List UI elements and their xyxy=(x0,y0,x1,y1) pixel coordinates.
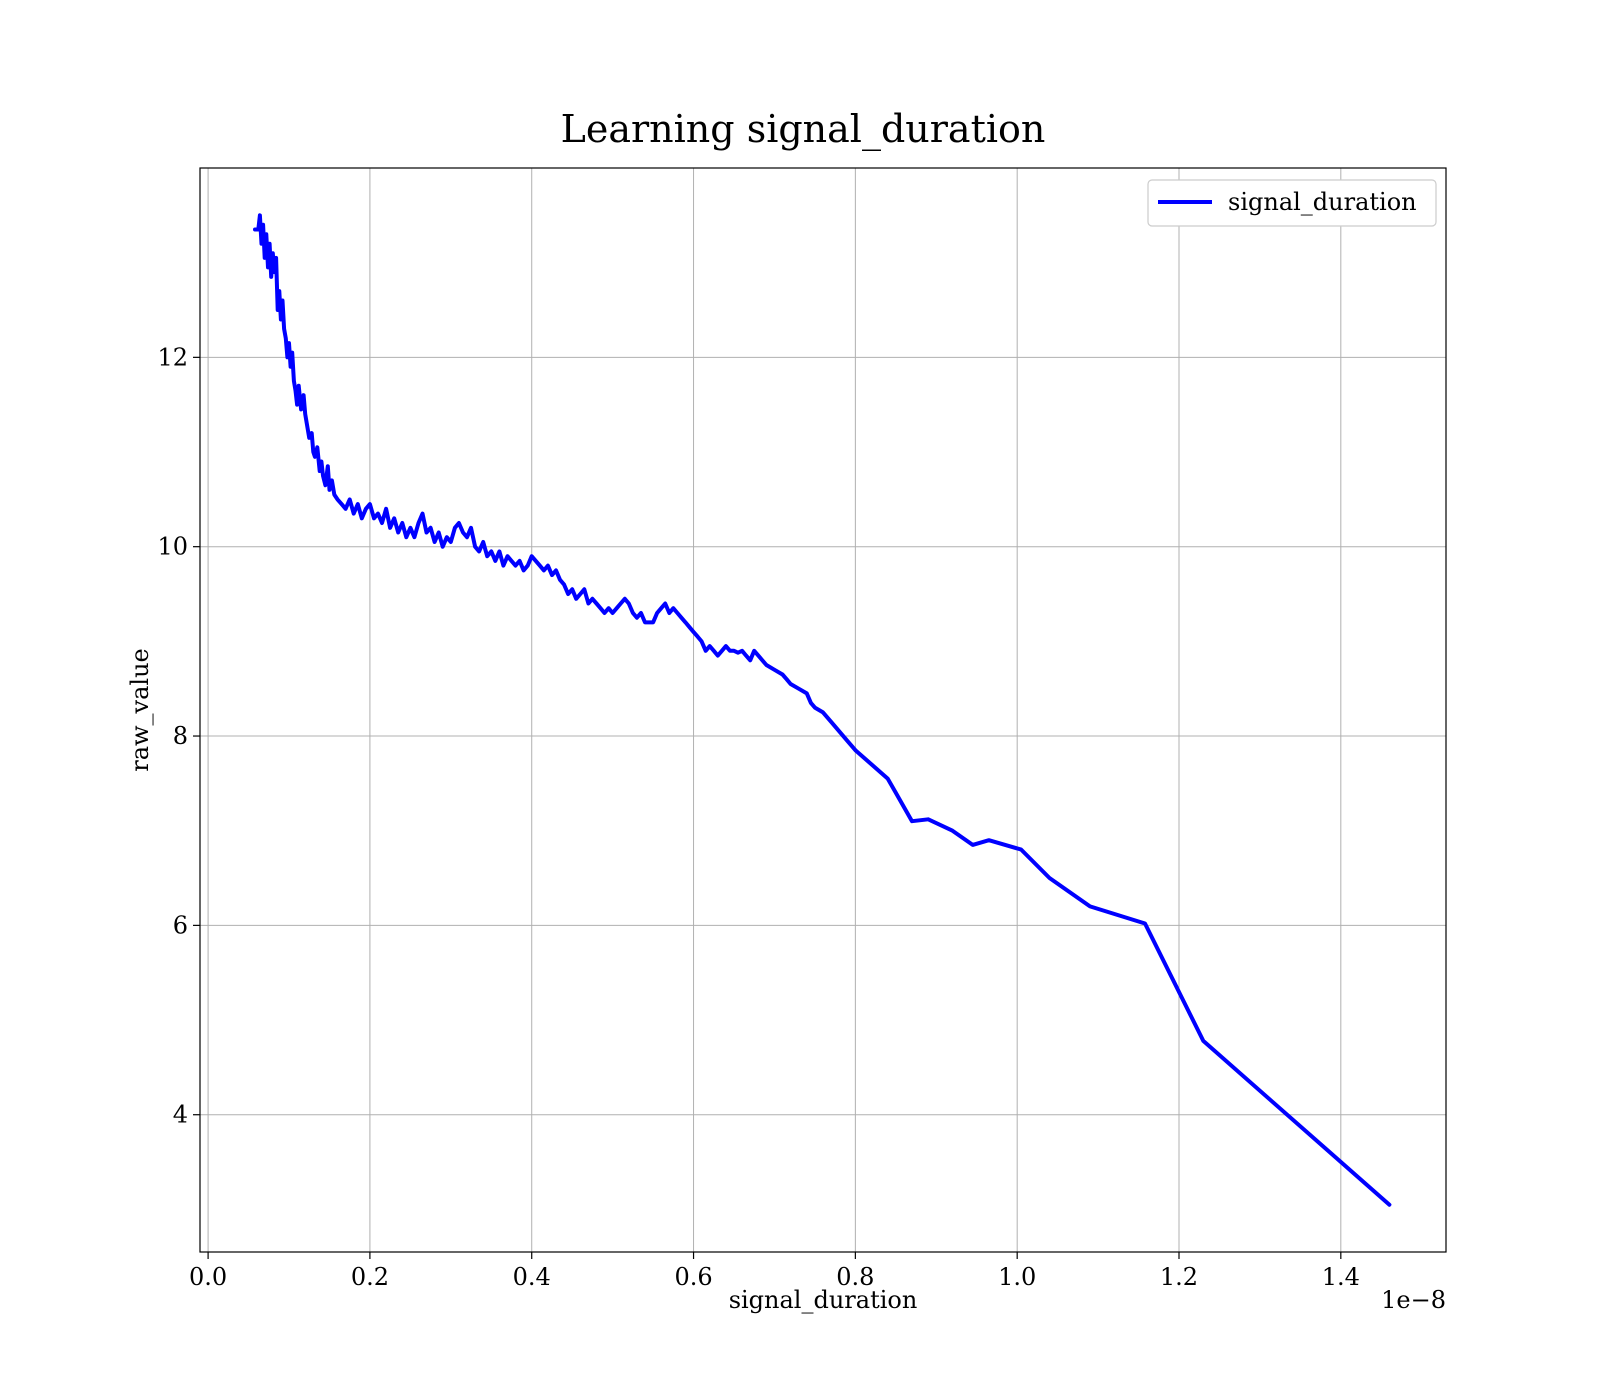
legend-label: signal_duration xyxy=(1228,188,1417,216)
series-line-signal_duration xyxy=(253,213,1392,1207)
x-tick-label: 0.2 xyxy=(351,1263,389,1291)
legend-box xyxy=(1147,179,1437,227)
grid-lines xyxy=(200,168,1446,1252)
plot-frame xyxy=(199,167,1447,1253)
x-tick-label: 1.0 xyxy=(998,1263,1036,1291)
x-tick-label: 0.4 xyxy=(513,1263,551,1291)
x-axis-offset-label: 1e−8 xyxy=(1381,1286,1446,1314)
y-tick-label: 12 xyxy=(157,343,188,371)
x-tick-label: 0.0 xyxy=(189,1263,227,1291)
y-tick-label: 6 xyxy=(173,911,188,939)
y-tick-label: 8 xyxy=(173,722,188,750)
y-tick-label: 4 xyxy=(173,1101,188,1129)
axis-ticks: 0.0 0.2 0.4 0.6 0.8 1.0 1.2 1.4 4 6 8 10 12 xyxy=(157,343,1359,1291)
x-tick-label: 0.8 xyxy=(836,1263,874,1291)
series-layer xyxy=(253,213,1392,1207)
x-tick-label: 0.6 xyxy=(674,1263,712,1291)
x-tick-label: 1.4 xyxy=(1322,1263,1360,1291)
chart-title: Learning signal_duration xyxy=(561,107,1046,152)
y-tick-label: 10 xyxy=(157,533,188,561)
x-axis-label: signal_duration xyxy=(729,1286,918,1314)
y-axis-label: raw_value xyxy=(126,648,154,772)
legend: signal_duration xyxy=(1147,179,1437,227)
x-tick-label: 1.2 xyxy=(1160,1263,1198,1291)
